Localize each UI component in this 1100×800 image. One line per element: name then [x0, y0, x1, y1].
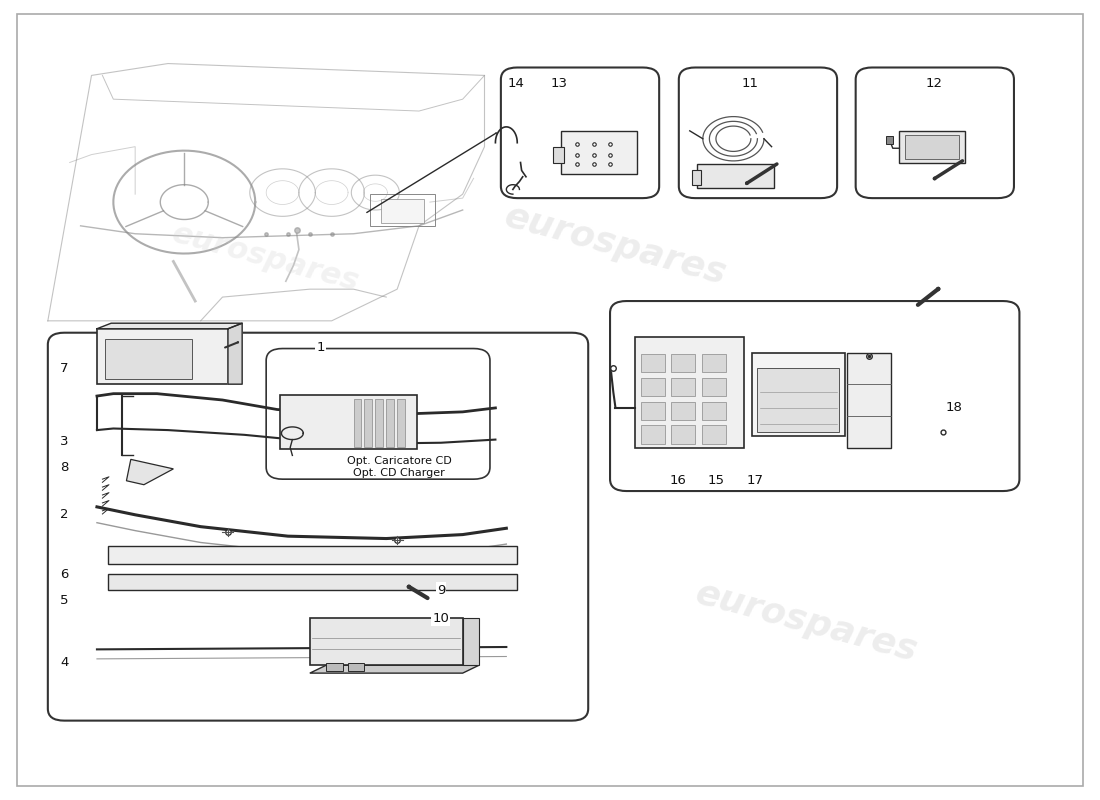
- Text: 14: 14: [508, 77, 525, 90]
- Bar: [97, 329, 228, 384]
- Bar: [752, 353, 845, 436]
- Text: 17: 17: [747, 474, 763, 487]
- Bar: [280, 395, 417, 449]
- Bar: [640, 426, 664, 443]
- Text: 15: 15: [707, 474, 725, 487]
- Polygon shape: [463, 618, 478, 666]
- Polygon shape: [97, 323, 242, 329]
- Text: 11: 11: [741, 77, 758, 90]
- Bar: [635, 337, 745, 447]
- Bar: [702, 354, 726, 372]
- Text: 9: 9: [437, 583, 446, 597]
- Bar: [900, 131, 965, 162]
- FancyBboxPatch shape: [679, 67, 837, 198]
- Bar: [697, 164, 773, 188]
- Bar: [397, 399, 405, 446]
- FancyBboxPatch shape: [610, 301, 1020, 491]
- Bar: [310, 618, 463, 666]
- Text: eurospares: eurospares: [500, 200, 730, 292]
- Text: 5: 5: [60, 594, 68, 606]
- Bar: [375, 399, 383, 446]
- Bar: [905, 134, 959, 158]
- Polygon shape: [310, 666, 478, 673]
- Polygon shape: [126, 459, 174, 485]
- Bar: [348, 663, 364, 670]
- Text: 12: 12: [926, 77, 943, 90]
- Bar: [671, 426, 695, 443]
- Bar: [640, 402, 664, 420]
- FancyBboxPatch shape: [266, 349, 490, 479]
- Bar: [553, 146, 564, 162]
- Bar: [640, 378, 664, 396]
- Bar: [561, 131, 637, 174]
- Text: 8: 8: [60, 461, 68, 474]
- Text: 7: 7: [60, 362, 68, 375]
- Bar: [847, 353, 891, 447]
- Text: 10: 10: [432, 612, 449, 625]
- FancyBboxPatch shape: [47, 333, 588, 721]
- Bar: [108, 546, 517, 564]
- Bar: [104, 339, 191, 378]
- Text: Opt. Caricatore CD
Opt. CD Charger: Opt. Caricatore CD Opt. CD Charger: [346, 457, 452, 478]
- Text: 4: 4: [60, 656, 68, 670]
- Bar: [671, 354, 695, 372]
- Text: eurospares: eurospares: [169, 218, 363, 297]
- Bar: [327, 663, 342, 670]
- Text: 1: 1: [317, 342, 324, 354]
- Bar: [671, 378, 695, 396]
- Text: 16: 16: [669, 474, 686, 487]
- Bar: [758, 368, 839, 432]
- Bar: [702, 378, 726, 396]
- FancyBboxPatch shape: [500, 67, 659, 198]
- Bar: [887, 136, 893, 144]
- Bar: [692, 170, 701, 185]
- Bar: [381, 199, 425, 222]
- Bar: [671, 402, 695, 420]
- Text: 2: 2: [60, 507, 68, 521]
- Bar: [702, 402, 726, 420]
- Bar: [364, 399, 372, 446]
- Bar: [640, 354, 664, 372]
- FancyBboxPatch shape: [856, 67, 1014, 198]
- Bar: [353, 399, 361, 446]
- Text: eurospares: eurospares: [692, 576, 922, 668]
- Bar: [108, 574, 517, 590]
- Bar: [702, 426, 726, 443]
- Text: 3: 3: [60, 435, 68, 449]
- Text: 13: 13: [550, 77, 568, 90]
- Polygon shape: [228, 323, 242, 384]
- Text: 18: 18: [946, 402, 962, 414]
- Bar: [386, 399, 394, 446]
- Text: 6: 6: [60, 569, 68, 582]
- Bar: [370, 194, 436, 226]
